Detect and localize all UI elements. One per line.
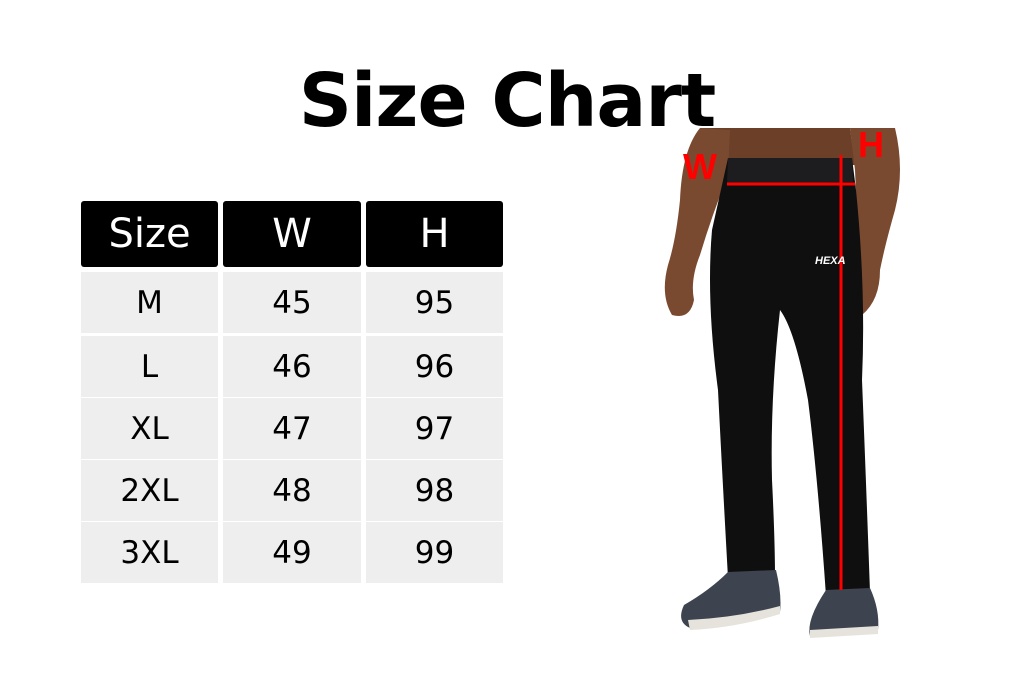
table-cell: 2XL [81,460,218,521]
table-cell: 47 [223,398,361,459]
pants [710,158,870,596]
table-cell: M [81,272,218,333]
torso [700,128,855,165]
table-cell: XL [81,398,218,459]
left-arm [664,128,730,316]
page-title: Size Chart [298,58,716,144]
table-cell: 46 [223,336,361,397]
header-size: Size [81,201,218,267]
table-cell: 48 [223,460,361,521]
table-cell: 49 [223,522,361,583]
table-cell: L [81,336,218,397]
table-cell: 45 [223,272,361,333]
header-h: H [366,201,503,267]
table-cell: 97 [366,398,503,459]
table-cell: 95 [366,272,503,333]
brand-logo: HEXA [815,255,846,267]
table-cell: 98 [366,460,503,521]
length-label: H [858,124,884,165]
waist-label: W [683,146,717,187]
header-w: W [223,201,361,267]
table-cell: 3XL [81,522,218,583]
right-arm [849,128,900,315]
table-cell: 99 [366,522,503,583]
table-cell: 96 [366,336,503,397]
